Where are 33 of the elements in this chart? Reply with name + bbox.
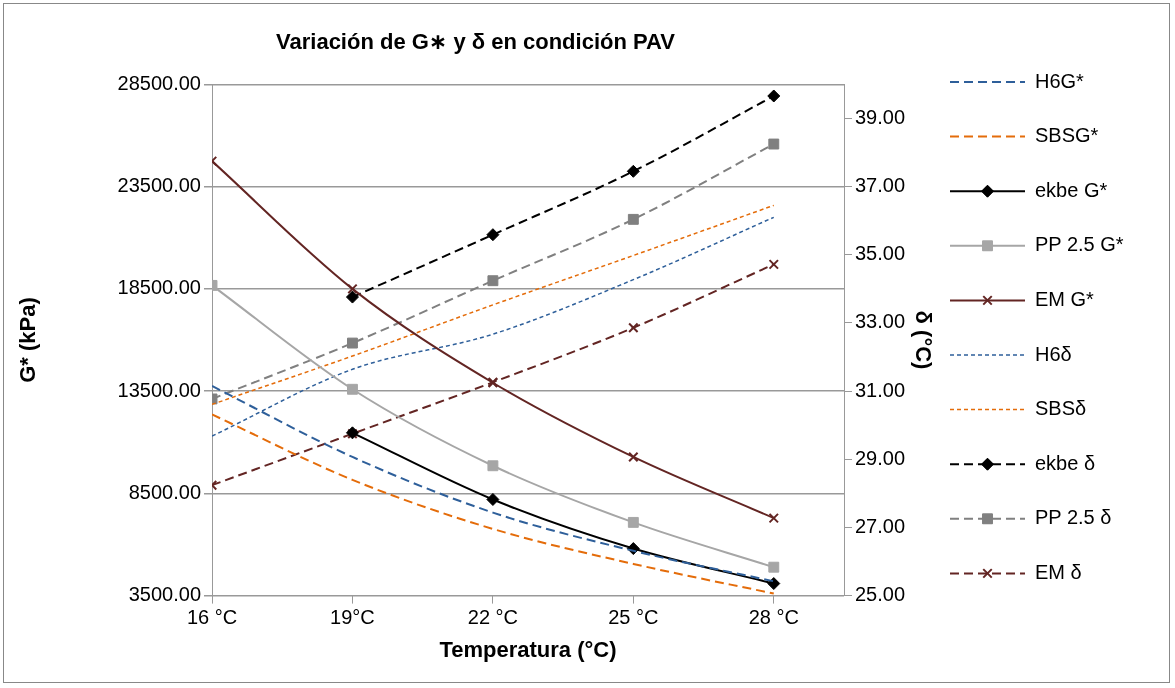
legend-label: ekbe δ <box>1035 451 1096 474</box>
y-axis-title: G* (kPa) <box>15 297 41 383</box>
y2-tick-label: 25.00 <box>855 583 906 606</box>
y2-axis-title: δ (°C) <box>910 310 936 370</box>
x-tick-label: 25 °C <box>608 606 659 629</box>
legend-label: PP 2.5 G* <box>1035 233 1124 256</box>
y-tick-label: 23500.00 <box>117 174 201 197</box>
y2-tick-label: 39.00 <box>855 106 906 128</box>
legend-label: H6δ <box>1035 342 1072 365</box>
y2-tick-label: 27.00 <box>855 514 906 537</box>
legend-label: H6G* <box>1035 69 1085 92</box>
y2-tick-label: 35.00 <box>855 242 906 265</box>
y2-tick-label: 31.00 <box>855 378 906 401</box>
legend-label: ekbe G* <box>1035 178 1108 201</box>
legend-label: SBSδ <box>1035 397 1087 420</box>
chart-title: Variación de G∗ y δ en condición PAV <box>276 29 676 55</box>
y-tick-label: 8500.00 <box>128 480 201 503</box>
x-tick-label: 19°C <box>330 606 375 629</box>
legend-label: SBSG* <box>1035 124 1099 147</box>
x-tick-label: 22 °C <box>467 606 519 629</box>
x-tick-label: 28 °C <box>748 606 799 629</box>
y2-tick-label: 37.00 <box>855 174 906 197</box>
legend-label: EM δ <box>1035 560 1082 583</box>
y2-tick-label: 33.00 <box>855 310 906 333</box>
legend-label: PP 2.5 δ <box>1035 506 1112 529</box>
x-tick-label: 16 °C <box>186 606 238 629</box>
y2-tick-label: 29.00 <box>855 446 906 469</box>
y-tick-label: 13500.00 <box>117 378 201 401</box>
x-axis-title: Temperatura (°C) <box>439 636 617 662</box>
legend-label: EM G* <box>1035 287 1095 310</box>
y-tick-label: 28500.00 <box>117 71 201 94</box>
y-tick-label: 3500.00 <box>128 583 201 606</box>
y-tick-label: 18500.00 <box>117 276 201 299</box>
